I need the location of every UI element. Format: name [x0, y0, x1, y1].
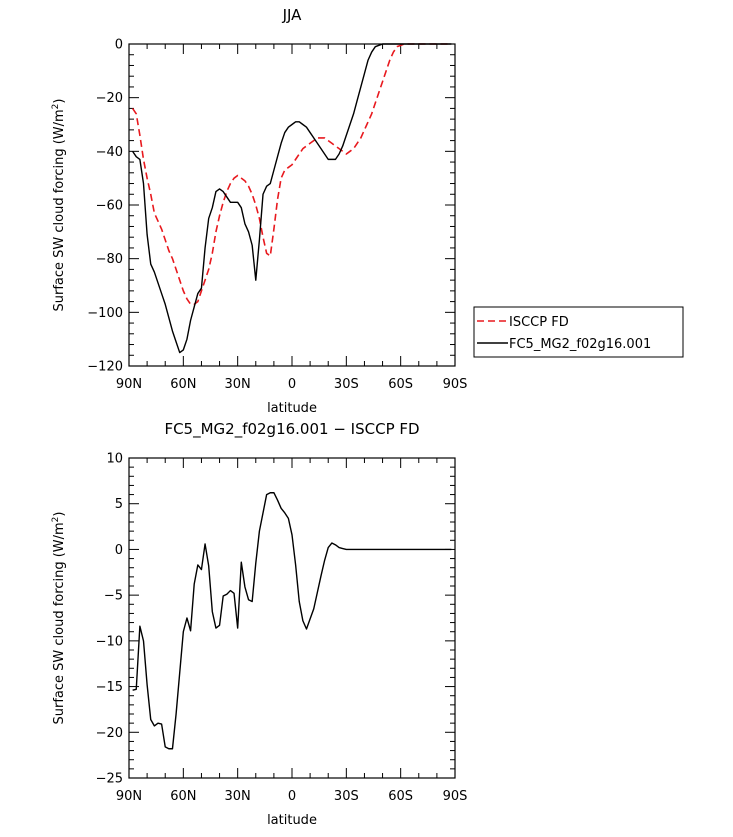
x-tick-label: 0 — [288, 789, 296, 804]
y-tick-label: −100 — [87, 306, 123, 321]
legend-box — [473, 306, 684, 358]
top-chart: JJA 0 −20 −40 −60 −80 −100 −120 90N 60N 30N 0 30S 6… — [51, 6, 467, 416]
y-axis-ticks: 0 −20 −40 −60 −80 −100 −120 — [87, 38, 455, 375]
x-tick-label: 90S — [443, 789, 468, 804]
y-axis-label-close: ) — [52, 99, 67, 104]
y-axis-label: Surface SW cloud forcing (W/m2) — [51, 512, 67, 725]
chart-title-difference: FC5_MG2_f02g16.001 − ISCCP FD — [164, 420, 419, 439]
x-tick-label: 90S — [443, 377, 468, 392]
x-tick-label: 0 — [288, 377, 296, 392]
y-tick-label: −20 — [96, 726, 123, 741]
y-tick-label: −15 — [96, 680, 123, 695]
x-tick-label: 60S — [388, 789, 413, 804]
y-tick-label: −20 — [96, 91, 123, 106]
x-tick-label: 60S — [388, 377, 413, 392]
x-tick-label: 60N — [170, 377, 196, 392]
y-tick-label: −25 — [96, 772, 123, 787]
x-tick-label: 90N — [116, 789, 142, 804]
y-axis-label-superscript: 2 — [51, 104, 61, 110]
y-axis-label-superscript: 2 — [51, 517, 61, 523]
series-line-isccp-fd — [131, 43, 452, 306]
x-tick-label: 30N — [225, 789, 251, 804]
legend-label-isccp-fd: ISCCP FD — [509, 315, 569, 330]
y-tick-label: 5 — [115, 497, 123, 512]
x-tick-label: 30S — [334, 377, 359, 392]
y-axis-label-close: ) — [52, 512, 67, 517]
series-line-fc5-mg2 — [132, 43, 452, 354]
x-axis-ticks: 90N 60N 30N 0 30S 60S 90S — [116, 458, 468, 804]
y-tick-label: 0 — [115, 543, 123, 558]
x-axis-label: latitude — [267, 813, 317, 828]
y-tick-label: −10 — [96, 634, 123, 649]
x-tick-label: 60N — [170, 789, 196, 804]
bottom-chart: FC5_MG2_f02g16.001 − ISCCP FD 10 5 0 −5 −10 −… — [51, 420, 467, 828]
legend: ISCCP FD FC5_MG2_f02g16.001 — [473, 306, 684, 358]
y-axis-label-text: Surface SW cloud forcing (W/m — [52, 109, 67, 311]
legend-label-fc5: FC5_MG2_f02g16.001 — [509, 337, 651, 352]
series-lines — [132, 492, 452, 750]
y-tick-label: −80 — [96, 252, 123, 267]
x-axis-label: latitude — [267, 401, 317, 416]
y-tick-label: −5 — [104, 589, 123, 604]
y-tick-label: −120 — [87, 360, 123, 375]
y-axis-label: Surface SW cloud forcing (W/m2) — [51, 99, 67, 312]
x-tick-label: 90N — [116, 377, 142, 392]
series-lines — [131, 43, 452, 354]
plot-frame — [128, 457, 456, 779]
y-tick-label: −60 — [96, 199, 123, 214]
chart-title-jja: JJA — [282, 6, 303, 24]
x-tick-label: 30N — [225, 377, 251, 392]
y-tick-label: −40 — [96, 145, 123, 160]
y-tick-label: 10 — [106, 452, 123, 467]
plot-frame — [128, 43, 456, 367]
y-tick-label: 0 — [115, 38, 123, 53]
y-axis-label-text: Surface SW cloud forcing (W/m — [52, 522, 67, 724]
x-tick-label: 30S — [334, 789, 359, 804]
x-axis-ticks: 90N 60N 30N 0 30S 60S 90S — [116, 44, 468, 392]
y-axis-ticks: 10 5 0 −5 −10 −15 −20 −25 — [96, 452, 455, 787]
series-line-difference — [132, 492, 452, 750]
